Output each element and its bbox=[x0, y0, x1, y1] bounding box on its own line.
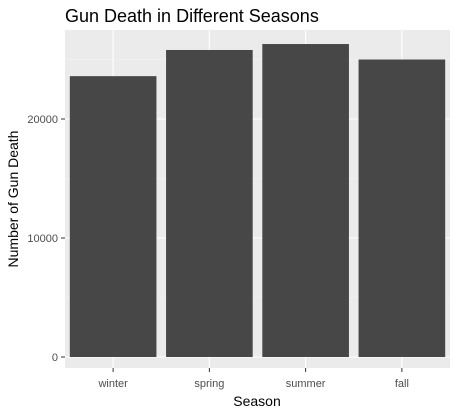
x-tick-label-summer: summer bbox=[286, 378, 326, 390]
x-tick-label-fall: fall bbox=[395, 378, 409, 390]
x-tick-label-winter: winter bbox=[97, 378, 128, 390]
x-axis-title: Season bbox=[233, 393, 280, 409]
bar-summer bbox=[262, 44, 349, 357]
bar-fall bbox=[359, 60, 446, 358]
bar-spring bbox=[166, 50, 253, 357]
y-tick-label-0: 0 bbox=[52, 352, 58, 364]
y-axis-ticks: 0 10000 20000 bbox=[27, 114, 65, 364]
x-axis-ticks: winter spring summer fall bbox=[97, 368, 408, 390]
chart-title: Gun Death in Different Seasons bbox=[65, 6, 319, 26]
y-axis-title: Number of Gun Death bbox=[5, 131, 21, 268]
y-tick-label-1: 10000 bbox=[27, 233, 58, 245]
y-tick-label-2: 20000 bbox=[27, 114, 58, 126]
x-tick-label-spring: spring bbox=[194, 378, 224, 390]
bar-winter bbox=[70, 76, 157, 357]
